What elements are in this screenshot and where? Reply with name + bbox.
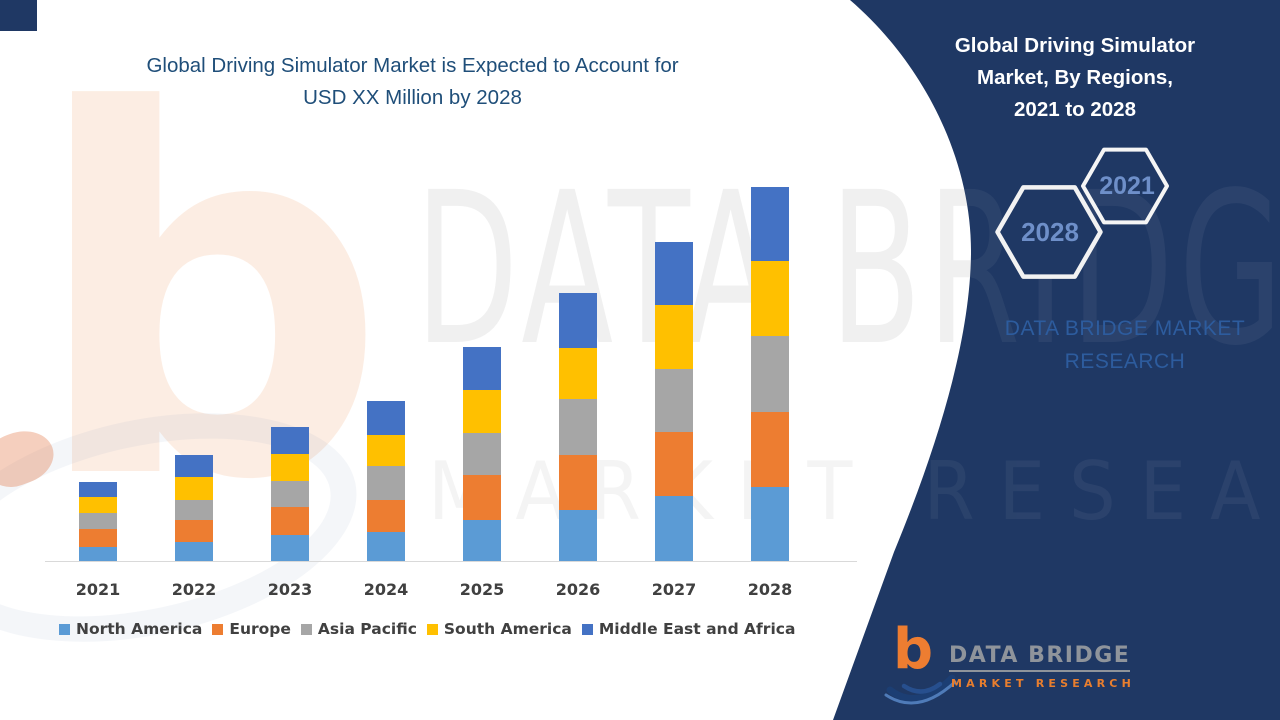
- bar-segment: [559, 455, 597, 510]
- legend-label: Middle East and Africa: [598, 620, 796, 638]
- legend-item: Middle East and Africa: [581, 620, 796, 638]
- bar-segment: [655, 369, 693, 432]
- legend-swatch: [300, 623, 312, 635]
- bar-segment: [463, 390, 501, 433]
- bar-segment: [463, 520, 501, 562]
- bar-segment: [463, 347, 501, 390]
- bar-segment: [463, 433, 501, 475]
- bar-segment: [271, 481, 309, 507]
- bar-2021: [79, 482, 117, 562]
- bar-2024: [367, 401, 405, 562]
- bar-segment: [175, 455, 213, 477]
- bar-segment: [655, 496, 693, 562]
- legend-label: South America: [443, 620, 572, 638]
- bar-segment: [79, 513, 117, 529]
- bar-segment: [175, 500, 213, 520]
- x-axis-label: 2022: [171, 580, 217, 599]
- legend-swatch: [581, 623, 593, 635]
- chart-title-line2: USD XX Million by 2028: [303, 86, 522, 109]
- panel-title-line2: Market, By Regions,: [977, 66, 1173, 89]
- legend: North America Europe Asia Pacific South Ame…: [59, 620, 795, 638]
- x-axis-label: 2021: [75, 580, 121, 599]
- bar-2026: [559, 293, 597, 562]
- chart-title-line1: Global Driving Simulator Market is Expec…: [146, 54, 679, 77]
- bar-segment: [367, 401, 405, 435]
- bar-segment: [559, 293, 597, 348]
- bar-segment: [655, 432, 693, 496]
- bar-segment: [175, 477, 213, 500]
- bar-segment: [271, 454, 309, 481]
- bar-segment: [367, 435, 405, 466]
- logo-name: DATA BRIDGE: [949, 644, 1130, 672]
- bar-segment: [79, 482, 117, 497]
- x-axis-label: 2024: [363, 580, 409, 599]
- legend-item: North America: [59, 620, 202, 638]
- bar-segment: [271, 427, 309, 454]
- bar-segment: [175, 542, 213, 562]
- legend-item: Asia Pacific: [300, 620, 417, 638]
- legend-label: Asia Pacific: [317, 620, 417, 638]
- bar-segment: [79, 547, 117, 562]
- bar-segment: [751, 261, 789, 336]
- corner-accent-square: [0, 0, 37, 31]
- bar-segment: [559, 348, 597, 399]
- bar-segment: [751, 336, 789, 412]
- logo-tagline: MARKET RESEARCH: [951, 677, 1135, 690]
- bar-segment: [751, 412, 789, 487]
- hexagon-label-2021: 2021: [1099, 172, 1155, 200]
- bar-segment: [751, 187, 789, 261]
- x-axis-label: 2023: [267, 580, 313, 599]
- bar-segment: [79, 529, 117, 547]
- hexagon-label-2028: 2028: [1021, 217, 1079, 247]
- logo-mark-icon: b: [893, 617, 934, 682]
- bar-2025: [463, 347, 501, 562]
- x-axis-line: [45, 561, 857, 562]
- panel-title-line1: Global Driving Simulator: [954, 34, 1196, 57]
- bar-2023: [271, 427, 309, 562]
- legend-swatch: [59, 623, 70, 635]
- bar-segment: [271, 535, 309, 562]
- x-axis-label: 2028: [747, 580, 793, 599]
- legend-label: North America: [76, 620, 203, 638]
- dbmr-wordmark-line1: DATA BRIDGE MARKET: [1004, 317, 1246, 340]
- x-axis-label: 2027: [651, 580, 697, 599]
- panel-title-line3: 2021 to 2028: [1014, 98, 1136, 121]
- bar-segment: [655, 305, 693, 369]
- bar-segment: [367, 466, 405, 500]
- x-axis-label: 2025: [459, 580, 505, 599]
- panel-title: Global Driving Simulator Market, By Regi…: [900, 30, 1250, 126]
- legend-item: Europe: [212, 620, 291, 638]
- bar-segment: [79, 497, 117, 513]
- bar-segment: [463, 475, 501, 520]
- legend-item: South America: [426, 620, 572, 638]
- bar-segment: [367, 532, 405, 562]
- bar-segment: [655, 242, 693, 305]
- bar-segment: [271, 507, 309, 535]
- legend-label: Europe: [229, 620, 291, 638]
- bar-segment: [751, 487, 789, 562]
- bar-2028: [751, 187, 789, 562]
- bar-segment: [367, 500, 405, 532]
- bar-segment: [559, 399, 597, 455]
- dbmr-wordmark-line2: RESEARCH: [1064, 350, 1186, 373]
- dbmr-wordmark: DATA BRIDGE MARKET RESEARCH: [960, 312, 1280, 378]
- bar-2027: [655, 242, 693, 562]
- bar-segment: [175, 520, 213, 542]
- legend-swatch: [212, 623, 224, 635]
- bar-2022: [175, 455, 213, 562]
- bar-segment: [559, 510, 597, 562]
- chart-title: Global Driving Simulator Market is Expec…: [40, 50, 785, 114]
- x-axis-label: 2026: [555, 580, 601, 599]
- legend-swatch: [426, 623, 438, 635]
